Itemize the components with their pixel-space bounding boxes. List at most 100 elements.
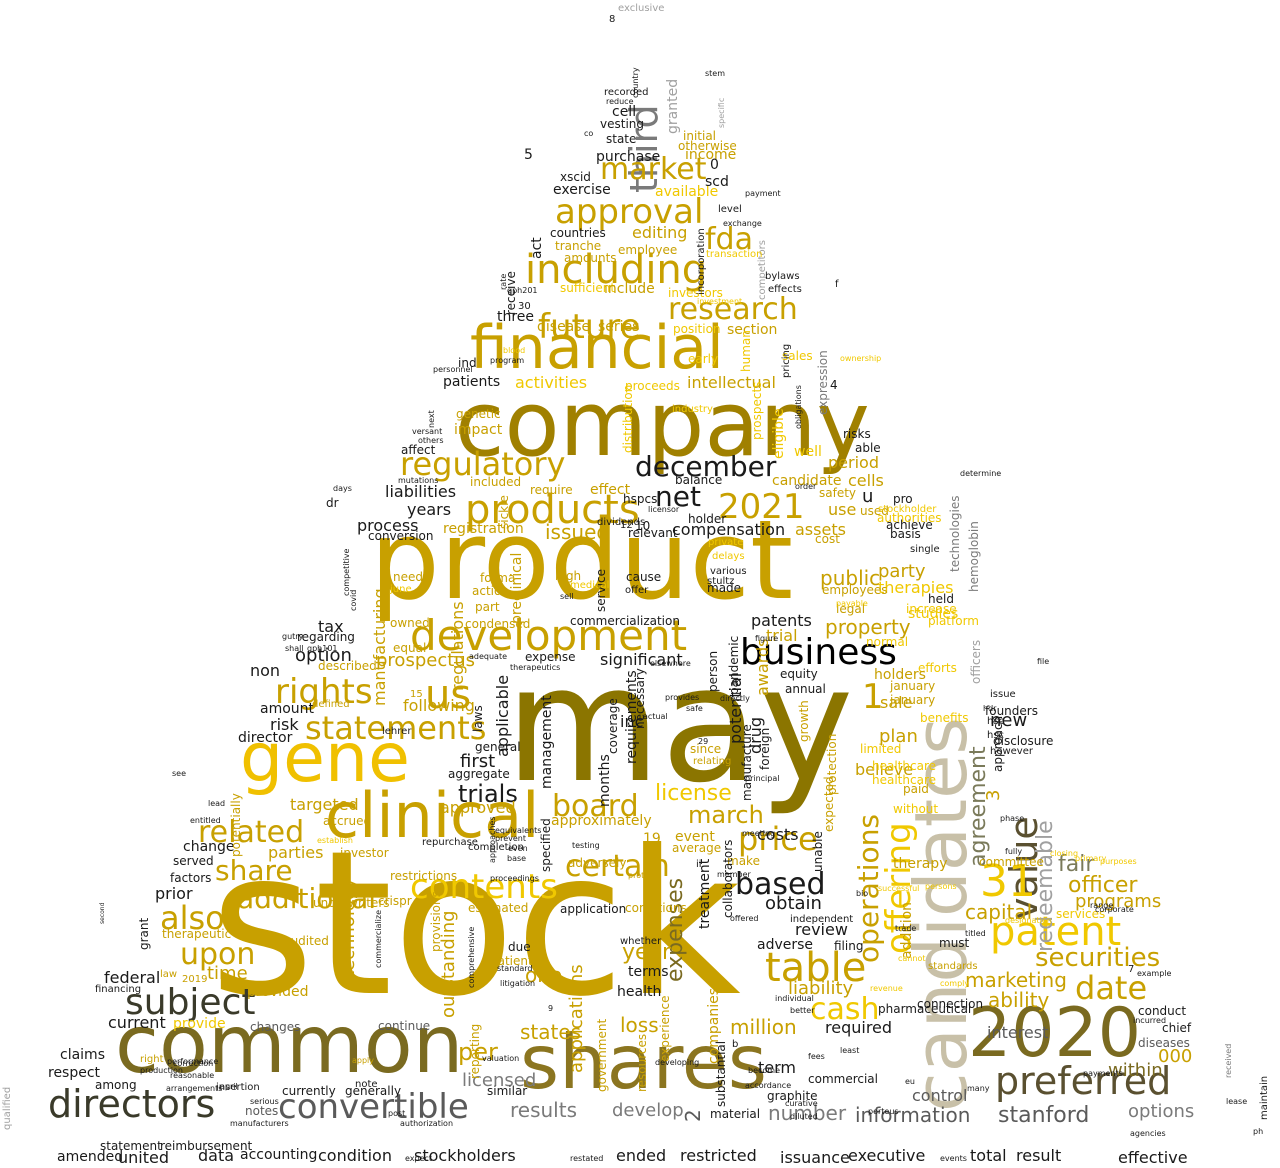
word-january: january xyxy=(890,679,936,693)
word-f: f xyxy=(835,279,839,290)
word-sell: sell xyxy=(560,592,574,601)
word-even: even xyxy=(508,844,528,853)
word-price: price xyxy=(738,820,818,858)
word-safety: safety xyxy=(819,486,857,500)
word-individual: individual xyxy=(775,994,814,1003)
word-31: 31 xyxy=(980,856,1036,907)
word-standard: standard xyxy=(497,964,533,973)
word-medical: medical xyxy=(570,580,610,591)
word-risk: risk xyxy=(270,715,299,734)
word-b: b xyxy=(732,1039,739,1050)
word-business: business xyxy=(740,632,897,673)
word-change: change xyxy=(183,839,235,855)
word-adverse: adverse xyxy=(757,937,814,953)
word-pharmaceutical: pharmaceutical xyxy=(878,1002,972,1016)
word-share: share xyxy=(215,854,293,887)
word-approved: approved xyxy=(440,798,516,817)
word-titled: titled xyxy=(965,929,986,938)
word-legal: legal xyxy=(836,602,866,616)
word-adversely: adversely xyxy=(568,856,627,870)
word-therapy: therapy xyxy=(893,856,948,872)
word-term: term xyxy=(758,1058,796,1077)
word-preferred: preferred xyxy=(995,1059,1172,1103)
word-eu: eu xyxy=(905,1077,915,1086)
word-terms: terms xyxy=(628,964,669,980)
word-effective: effective xyxy=(1118,1148,1188,1167)
word-offer: offer xyxy=(625,585,649,596)
word-material: material xyxy=(710,1107,761,1121)
word-million: million xyxy=(730,1015,797,1039)
word-comply: comply xyxy=(940,979,970,988)
word-control: control xyxy=(912,1086,968,1105)
word-costs: costs xyxy=(757,825,799,844)
word-laws: laws xyxy=(471,705,485,732)
word-non: non xyxy=(250,661,281,680)
word-executive: executive xyxy=(848,1146,926,1165)
word-restated: restated xyxy=(570,1154,604,1163)
word-product: product xyxy=(370,496,794,624)
word-authorization: authorization xyxy=(400,1119,454,1128)
word-days: days xyxy=(333,484,352,493)
word-person: person xyxy=(706,650,720,692)
word-12: 12 xyxy=(620,520,633,531)
word-december: december xyxy=(635,450,777,483)
word-maintain: maintain xyxy=(1259,1075,1270,1120)
word-preclinical: preclinical xyxy=(509,552,525,624)
word-restricted: restricted xyxy=(680,1146,757,1165)
word-provided: provided xyxy=(247,984,309,1000)
word-become: become xyxy=(748,1066,781,1075)
word-shares: shares xyxy=(520,1018,767,1106)
word-including: including xyxy=(525,247,708,293)
word-act: act xyxy=(529,237,545,259)
word-platform: platform xyxy=(928,614,979,628)
word-0: 0 xyxy=(710,157,719,173)
word-licensed: licensed xyxy=(462,1070,537,1091)
word-issuance: issuance xyxy=(780,1148,850,1167)
word-successful: successful xyxy=(878,884,920,893)
word-basis: basis xyxy=(890,527,921,541)
word-health: health xyxy=(617,984,662,1000)
word-general: general xyxy=(475,740,521,754)
word-trials: trials xyxy=(458,780,518,808)
word-limited: limited xyxy=(860,742,902,756)
word-2021: 2021 xyxy=(718,487,805,527)
word-manufacture: manufacture xyxy=(740,724,754,801)
word-respect: respect xyxy=(48,1065,101,1081)
word-therapies: therapies xyxy=(878,578,954,597)
word-independent: independent xyxy=(790,914,854,925)
word-issue: issue xyxy=(990,689,1016,700)
word-march: march xyxy=(688,801,764,829)
word-developing: developing xyxy=(655,1058,700,1067)
word-action: action xyxy=(472,584,509,598)
word-base: base xyxy=(507,854,527,863)
word-securities: securities xyxy=(1035,943,1161,973)
word-commercial: commercial xyxy=(808,1072,878,1086)
word-board: board xyxy=(552,789,639,824)
word-file: file xyxy=(1037,657,1050,666)
word-stanford: stanford xyxy=(998,1103,1090,1128)
word-actual: actual xyxy=(643,712,668,721)
word-incorporation: incorporation xyxy=(696,228,707,295)
word-pro: pro xyxy=(893,492,913,506)
word-healthcare: healthcare xyxy=(872,773,936,787)
word-arrangements: arrangements xyxy=(166,1084,223,1093)
word-served: served xyxy=(173,854,214,868)
word-amounts: amounts xyxy=(564,251,617,265)
word-delays: delays xyxy=(712,551,745,562)
word-early: early xyxy=(688,352,719,366)
word-use: use xyxy=(828,500,857,519)
word-gph101: gph101 xyxy=(307,644,338,653)
word-industry: industry xyxy=(672,404,713,415)
word-since: since xyxy=(690,742,722,756)
word-cell: cell xyxy=(612,104,637,120)
word-ownership: ownership xyxy=(840,354,882,363)
word-estimated: estimated xyxy=(468,901,529,915)
word-second: second xyxy=(99,902,106,924)
word-amount: amount xyxy=(260,701,315,717)
word-hdr: hdr xyxy=(983,704,997,713)
word-standards: standards xyxy=(928,961,978,972)
word-new: new xyxy=(990,710,1028,731)
word-financial: financial xyxy=(470,313,724,383)
word-april: april xyxy=(220,1082,238,1091)
